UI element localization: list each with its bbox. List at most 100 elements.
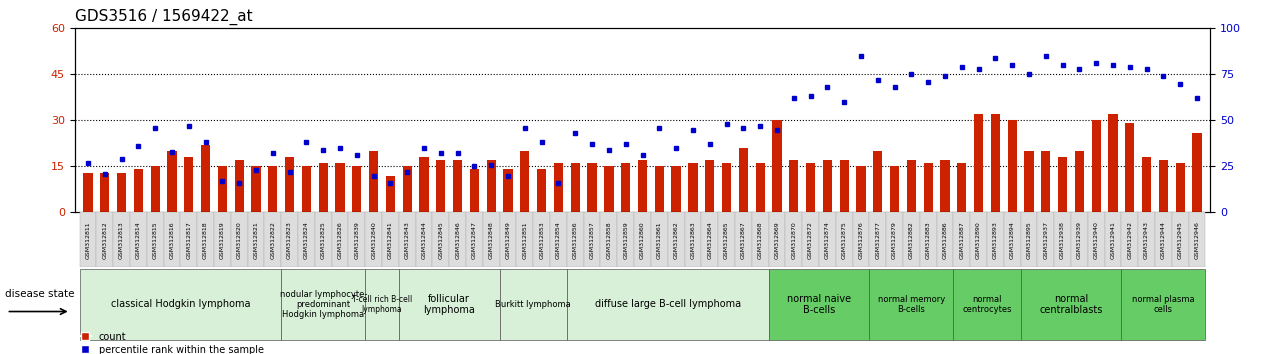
Bar <box>974 114 983 212</box>
Text: GSM312841: GSM312841 <box>388 221 393 259</box>
Bar <box>1007 120 1016 212</box>
Bar <box>466 212 483 267</box>
Text: GSM312876: GSM312876 <box>858 221 864 259</box>
Bar <box>839 160 849 212</box>
Bar <box>252 166 261 212</box>
Text: GSM312886: GSM312886 <box>942 221 947 259</box>
Text: GSM312819: GSM312819 <box>220 221 225 259</box>
Bar <box>533 212 550 267</box>
Bar <box>1041 151 1050 212</box>
Bar <box>870 269 953 340</box>
Text: GSM312942: GSM312942 <box>1127 221 1132 259</box>
Bar <box>903 212 920 267</box>
Text: GSM312860: GSM312860 <box>640 221 645 259</box>
Text: GSM312816: GSM312816 <box>170 221 175 259</box>
Text: GSM312854: GSM312854 <box>556 221 562 259</box>
Bar <box>231 212 248 267</box>
Bar <box>1037 212 1054 267</box>
Bar <box>735 212 752 267</box>
Bar <box>398 212 415 267</box>
Bar <box>907 160 916 212</box>
Text: GSM312847: GSM312847 <box>472 221 477 259</box>
Bar <box>822 160 831 212</box>
Bar <box>668 212 685 267</box>
Text: GSM312824: GSM312824 <box>305 221 308 259</box>
Bar <box>1139 212 1155 267</box>
Text: GSM312851: GSM312851 <box>523 221 527 259</box>
Bar <box>1058 157 1068 212</box>
Text: T-cell rich B-cell
lymphoma: T-cell rich B-cell lymphoma <box>352 295 412 314</box>
Text: GSM312813: GSM312813 <box>120 221 125 259</box>
Text: diffuse large B-cell lymphoma: diffuse large B-cell lymphoma <box>595 299 740 309</box>
Bar <box>887 212 903 267</box>
Text: normal
centrocytes: normal centrocytes <box>962 295 1011 314</box>
Bar <box>1122 212 1139 267</box>
Bar <box>298 212 315 267</box>
Text: disease state: disease state <box>5 289 75 299</box>
Bar <box>768 269 870 340</box>
Bar <box>365 269 398 340</box>
Bar <box>621 163 631 212</box>
Text: GSM312870: GSM312870 <box>792 221 797 259</box>
Bar <box>1105 212 1122 267</box>
Bar <box>500 212 517 267</box>
Bar <box>517 212 533 267</box>
Text: GSM312938: GSM312938 <box>1060 221 1065 259</box>
Bar <box>617 212 634 267</box>
Text: normal naive
B-cells: normal naive B-cells <box>786 293 851 315</box>
Bar <box>1004 212 1020 267</box>
Text: GSM312814: GSM312814 <box>136 221 141 259</box>
Text: normal memory
B-cells: normal memory B-cells <box>878 295 944 314</box>
Bar <box>941 160 950 212</box>
Bar <box>856 166 866 212</box>
Bar <box>281 269 365 340</box>
Text: GSM312821: GSM312821 <box>253 221 258 259</box>
Text: GSM312859: GSM312859 <box>623 221 628 259</box>
Bar <box>332 212 348 267</box>
Bar <box>1024 151 1033 212</box>
Bar <box>163 212 180 267</box>
Bar <box>454 160 463 212</box>
Bar <box>705 160 714 212</box>
Bar <box>100 172 109 212</box>
Bar <box>637 160 648 212</box>
Text: GSM312944: GSM312944 <box>1160 221 1165 259</box>
Bar <box>1054 212 1070 267</box>
Bar <box>197 212 215 267</box>
Text: GSM312883: GSM312883 <box>925 221 930 259</box>
Bar <box>436 160 446 212</box>
Bar <box>419 157 429 212</box>
Text: GSM312875: GSM312875 <box>842 221 847 259</box>
Bar <box>819 212 835 267</box>
Text: GSM312882: GSM312882 <box>908 221 914 259</box>
Text: GSM312879: GSM312879 <box>892 221 897 259</box>
Text: GSM312840: GSM312840 <box>371 221 377 259</box>
Bar <box>718 212 735 267</box>
Text: GSM312937: GSM312937 <box>1043 221 1049 259</box>
Bar <box>184 157 194 212</box>
Text: GSM312943: GSM312943 <box>1144 221 1149 259</box>
Bar <box>217 166 227 212</box>
Bar <box>487 160 496 212</box>
Bar <box>600 212 617 267</box>
Text: nodular lymphocyte-
predominant
Hodgkin lymphoma: nodular lymphocyte- predominant Hodgkin … <box>280 290 368 319</box>
Text: GSM312826: GSM312826 <box>338 221 343 259</box>
Bar <box>200 145 211 212</box>
Text: GSM312941: GSM312941 <box>1110 221 1115 259</box>
Legend: count, percentile rank within the sample: count, percentile rank within the sample <box>80 332 263 354</box>
Bar <box>450 212 466 267</box>
Bar <box>80 269 281 340</box>
Text: GSM312861: GSM312861 <box>657 221 662 259</box>
Bar <box>1088 212 1105 267</box>
Bar <box>1142 157 1151 212</box>
Bar <box>1070 212 1088 267</box>
Text: GSM312945: GSM312945 <box>1178 221 1182 259</box>
Bar <box>348 212 365 267</box>
Text: GSM312844: GSM312844 <box>421 221 427 259</box>
Text: GSM312946: GSM312946 <box>1195 221 1199 259</box>
Bar <box>96 212 113 267</box>
Bar <box>215 212 231 267</box>
Bar <box>386 176 394 212</box>
Bar <box>113 212 130 267</box>
Text: GSM312864: GSM312864 <box>707 221 712 259</box>
